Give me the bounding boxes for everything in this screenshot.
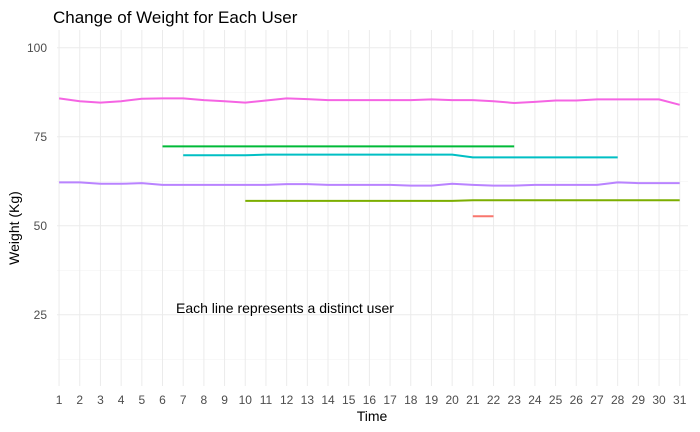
x-tick-label: 28: [611, 393, 625, 407]
x-tick-label: 24: [528, 393, 542, 407]
x-tick-label: 21: [466, 393, 480, 407]
x-tick-label: 5: [138, 393, 145, 407]
y-tick-label: 25: [34, 308, 48, 322]
y-tick-label: 75: [34, 130, 48, 144]
x-tick-label: 14: [321, 393, 335, 407]
chart-annotation: Each line represents a distinct user: [176, 300, 394, 316]
x-tick-label: 31: [673, 393, 687, 407]
series-layer: [58, 97, 680, 218]
x-tick-label: 18: [404, 393, 418, 407]
x-tick-label: 1: [56, 393, 63, 407]
chart-title: Change of Weight for Each User: [53, 8, 298, 27]
x-tick-label: 25: [549, 393, 563, 407]
x-tick-label: 8: [201, 393, 208, 407]
series-line-3: [183, 153, 618, 159]
x-tick-label: 19: [425, 393, 439, 407]
x-tick-label: 11: [260, 393, 273, 407]
y-tick-label: 50: [34, 219, 48, 233]
x-tick-label: 29: [632, 393, 646, 407]
x-tick-label: 13: [301, 393, 315, 407]
x-tick-label: 22: [487, 393, 501, 407]
x-tick-label: 26: [570, 393, 584, 407]
x-tick-label: 12: [280, 393, 294, 407]
x-tick-labels: 1 2 3 4 5 6 7 8 9 10 11 12 13 14 15 16 17 18 19 20 21 22 23 24 2…: [56, 393, 687, 407]
x-tick-label: 7: [180, 393, 187, 407]
y-axis-title: Weight (Kg): [6, 191, 22, 265]
x-tick-label: 6: [159, 393, 166, 407]
x-tick-label: 4: [118, 393, 125, 407]
x-tick-label: 3: [97, 393, 104, 407]
series-line-1: [58, 97, 680, 106]
x-tick-label: 23: [508, 393, 522, 407]
x-tick-label: 27: [590, 393, 604, 407]
x-tick-label: 10: [239, 393, 253, 407]
gridlines: [57, 30, 688, 386]
y-tick-label: 100: [27, 41, 47, 55]
x-tick-label: 16: [363, 393, 377, 407]
x-tick-label: 9: [221, 393, 228, 407]
x-tick-label: 30: [652, 393, 666, 407]
series-line-5: [245, 199, 680, 202]
x-axis-title: Time: [357, 408, 388, 424]
x-tick-label: 17: [383, 393, 397, 407]
x-tick-label: 20: [445, 393, 459, 407]
series-line-4: [59, 181, 680, 187]
y-tick-labels: 25 50 75 100: [27, 41, 47, 322]
x-tick-label: 15: [342, 393, 356, 407]
x-tick-label: 2: [76, 393, 83, 407]
